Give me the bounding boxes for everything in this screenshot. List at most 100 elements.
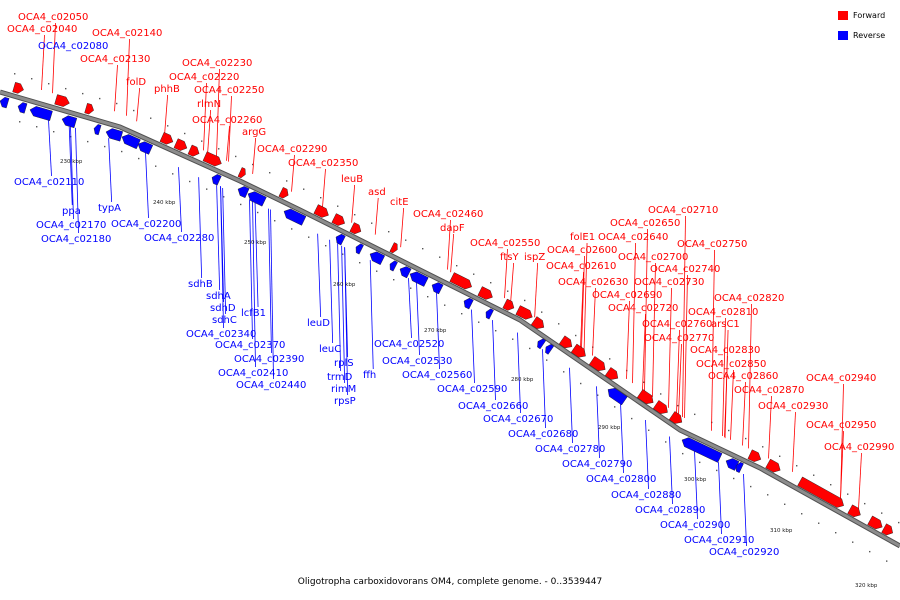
- reverse-gene-label-lcfb1: lcfB1: [241, 308, 266, 319]
- reverse-gene-label-oca4-c02110: OCA4_c02110: [14, 177, 84, 188]
- reverse-gene-label-oca4-c02280: OCA4_c02280: [144, 233, 214, 244]
- forward-gene-arrow-27: [797, 476, 844, 508]
- tick-label-280-kbp: 280 kbp: [511, 377, 534, 383]
- reverse-gene-arrow-22: [545, 344, 555, 355]
- forward-gene-label-oca4-c02870: OCA4_c02870: [734, 385, 804, 396]
- forward-gene-label-oca4-c02050: OCA4_c02050: [18, 12, 88, 23]
- forward-gene-label-oca4-c02850: OCA4_c02850: [696, 359, 766, 370]
- forward-gene-label-oca4-c02720: OCA4_c02720: [608, 303, 678, 314]
- reverse-gene-arrow-1: [17, 102, 28, 114]
- reverse-gene-arrow-4: [93, 124, 102, 136]
- tick-label-230-kbp: 230 kbp: [60, 159, 83, 165]
- forward-gene-label-oca4-c02940: OCA4_c02940: [806, 373, 876, 384]
- forward-gene-label-oca4-c02730: OCA4_c02730: [634, 277, 704, 288]
- reverse-gene-arrow-3: [61, 115, 78, 129]
- forward-gene-arrow-17: [530, 316, 545, 329]
- tick-label-290-kbp: 290 kbp: [598, 425, 621, 431]
- forward-gene-arrow-6: [202, 151, 222, 167]
- forward-gene-label-oca4-c02220: OCA4_c02220: [169, 72, 239, 83]
- reverse-gene-arrow-7: [137, 141, 154, 155]
- tick-label-300-kbp: 300 kbp: [684, 477, 707, 483]
- reverse-gene-label-leud: leuD: [307, 318, 330, 329]
- reverse-gene-label-typa: typA: [98, 203, 121, 214]
- figure-caption: Oligotropha carboxidovorans OM4, complet…: [297, 577, 603, 587]
- forward-gene-arrow-8: [278, 187, 289, 199]
- forward-gene-label-oca4-c02760: OCA4_c02760: [642, 319, 712, 330]
- forward-gene-arrow-26: [765, 458, 781, 473]
- forward-gene-arrow-15: [502, 298, 515, 311]
- reverse-gene-label-sdhd: sdhD: [210, 303, 236, 314]
- reverse-gene-label-oca4-c02410: OCA4_c02410: [218, 368, 288, 379]
- forward-gene-label-oca4-c02040: OCA4_c02040: [7, 24, 77, 35]
- forward-gene-arrow-0: [12, 82, 24, 94]
- forward-gene-arrow-24: [668, 411, 683, 424]
- forward-gene-arrow-13: [449, 272, 472, 290]
- reverse-gene-label-oca4-c02440: OCA4_c02440: [236, 380, 306, 391]
- reverse-gene-arrow-23: [607, 388, 628, 406]
- legend: Forward Reverse: [838, 9, 900, 49]
- forward-gene-arrow-25: [747, 449, 762, 462]
- forward-gene-label-oca4-c02710: OCA4_c02710: [648, 205, 718, 216]
- forward-gene-label-oca4-c02130: OCA4_c02130: [80, 54, 150, 65]
- forward-gene-label-oca4-c02700: OCA4_c02700: [618, 252, 688, 263]
- forward-gene-label-asd: asd: [368, 187, 386, 198]
- reverse-gene-arrow-2: [29, 106, 53, 121]
- forward-gene-label-oca4-c02600: OCA4_c02600: [547, 245, 617, 256]
- forward-gene-label-phhb: phhB: [154, 84, 180, 95]
- forward-gene-arrow-22: [636, 389, 654, 405]
- forward-gene-arrow-16: [515, 305, 533, 320]
- reverse-gene-label-rpsp: rpsP: [334, 396, 356, 407]
- forward-gene-label-oca4-c02140: OCA4_c02140: [92, 28, 162, 39]
- forward-gene-arrow-4: [173, 138, 188, 151]
- forward-gene-label-oca4-c02630: OCA4_c02630: [558, 277, 628, 288]
- forward-gene-label-oca4-c02690: OCA4_c02690: [592, 290, 662, 301]
- reverse-gene-arrow-19: [463, 297, 474, 310]
- forward-gene-label-arsc1: arsC1: [711, 319, 740, 330]
- reverse-gene-label-oca4-c02370: OCA4_c02370: [215, 340, 285, 351]
- reverse-gene-label-oca4-c02800: OCA4_c02800: [586, 474, 656, 485]
- forward-gene-arrow-11: [349, 222, 362, 235]
- forward-gene-label-oca4-c02290: OCA4_c02290: [257, 144, 327, 155]
- forward-gene-label-oca4-c02260: OCA4_c02260: [192, 115, 262, 126]
- reverse-gene-arrow-6: [121, 134, 141, 150]
- forward-gene-label-dapf: dapF: [440, 223, 465, 234]
- tick-label-310-kbp: 310 kbp: [770, 528, 793, 534]
- tick-label-260-kbp: 260 kbp: [333, 282, 356, 288]
- forward-gene-arrow-30: [881, 523, 893, 536]
- reverse-gene-arrow-25: [725, 458, 740, 471]
- reverse-gene-arrow-20: [485, 308, 494, 320]
- reverse-gene-label-oca4-c02340: OCA4_c02340: [186, 329, 256, 340]
- reverse-gene-arrow-21: [537, 338, 547, 350]
- reverse-gene-arrow-0: [0, 96, 10, 109]
- reverse-gene-arrow-5: [105, 128, 124, 142]
- forward-gene-label-ftsy: ftsY: [500, 252, 519, 263]
- reverse-gene-label-sdhc: sdhC: [212, 315, 237, 326]
- forward-gene-arrow-18: [558, 335, 573, 349]
- forward-gene-label-oca4-c02610: OCA4_c02610: [546, 261, 616, 272]
- reverse-gene-arrow-17: [409, 271, 429, 287]
- forward-gene-label-oca4-c02770: OCA4_c02770: [644, 333, 714, 344]
- reverse-gene-arrow-11: [283, 208, 307, 226]
- forward-gene-label-leub: leuB: [341, 174, 363, 185]
- forward-gene-arrow-5: [187, 144, 200, 157]
- forward-gene-label-oca4-c02230: OCA4_c02230: [182, 58, 252, 69]
- forward-gene-label-oca4-c02830: OCA4_c02830: [690, 345, 760, 356]
- legend-item-reverse: Reverse: [838, 29, 900, 41]
- reverse-gene-arrow-18: [431, 282, 444, 295]
- forward-gene-label-oca4-c02650: OCA4_c02650: [610, 218, 680, 229]
- legend-item-forward: Forward: [838, 9, 900, 21]
- tick-label-250-kbp: 250 kbp: [244, 240, 267, 246]
- reverse-gene-label-oca4-c02520: OCA4_c02520: [374, 339, 444, 350]
- forward-gene-arrow-21: [604, 367, 619, 380]
- reverse-gene-label-sdha: sdhA: [206, 291, 231, 302]
- reverse-gene-label-oca4-c02390: OCA4_c02390: [234, 354, 304, 365]
- forward-gene-label-argg: argG: [242, 127, 266, 138]
- forward-gene-label-ispz: ispZ: [524, 252, 545, 263]
- forward-gene-arrow-10: [331, 213, 345, 226]
- forward-gene-label-oca4-c02640: OCA4_c02640: [598, 232, 668, 243]
- forward-gene-label-oca4-c02810: OCA4_c02810: [688, 307, 758, 318]
- forward-gene-label-oca4-c02990: OCA4_c02990: [824, 442, 894, 453]
- reverse-gene-label-ppa: ppa: [62, 206, 81, 217]
